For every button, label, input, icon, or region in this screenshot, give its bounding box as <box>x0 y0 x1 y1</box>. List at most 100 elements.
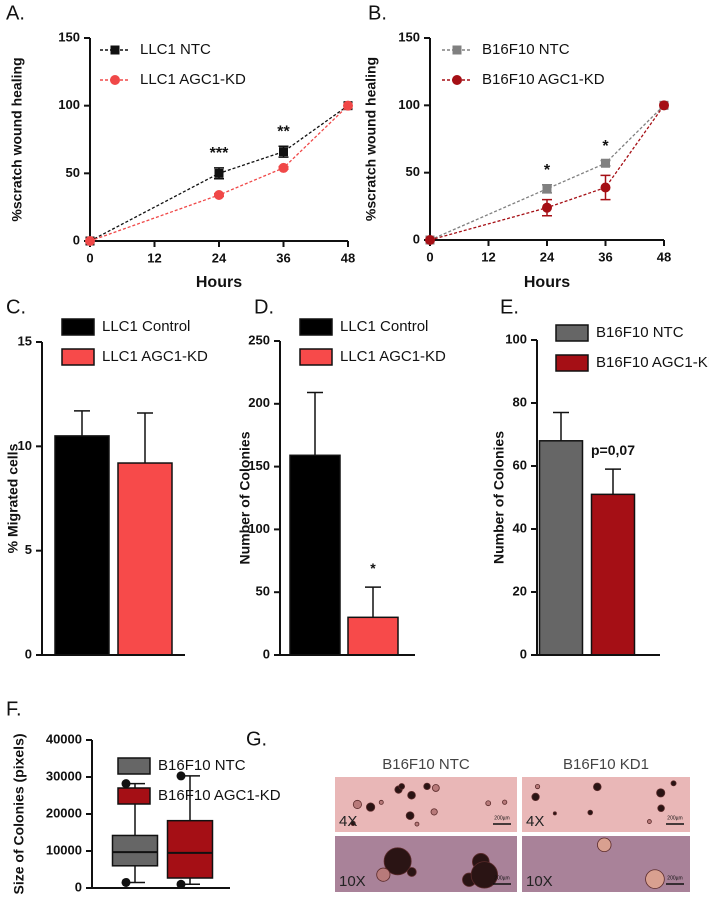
colony <box>352 799 362 809</box>
y-axis-label: %scratch wound healing <box>9 57 25 221</box>
legend-label: LLC1 AGC1-KD <box>140 71 246 88</box>
y-tick-label: 0 <box>263 646 270 661</box>
legend-swatch <box>117 787 151 805</box>
legend-label: B16F10 AGC1-KD <box>596 354 709 371</box>
x-tick-label: 48 <box>341 250 355 265</box>
bar <box>538 440 584 656</box>
y-tick-label: 100 <box>248 521 270 536</box>
annotation: p=0,07 <box>591 442 635 458</box>
box <box>111 834 159 867</box>
bar <box>289 454 341 656</box>
legend-label: LLC1 Control <box>102 318 190 335</box>
colony <box>657 804 665 812</box>
magnification: 10X <box>339 873 366 890</box>
x-tick-label: 0 <box>86 250 93 265</box>
legend-marker <box>452 75 462 85</box>
panel-label: F. <box>6 698 22 720</box>
significance: * <box>544 162 551 179</box>
y-tick-label: 0 <box>75 879 82 894</box>
colony <box>470 861 499 889</box>
y-axis-label: % Migrated cells <box>5 443 21 553</box>
y-axis-label: Number of Colonies <box>237 431 253 564</box>
scale-bar-label: 200µm <box>667 815 682 821</box>
error-bar <box>74 410 90 436</box>
colony <box>378 799 384 805</box>
legend-label: LLC1 Control <box>340 318 428 335</box>
panel-label: G. <box>246 728 267 750</box>
data-point <box>279 147 288 157</box>
y-tick-label: 50 <box>256 584 270 599</box>
colony <box>656 788 666 798</box>
colony <box>531 792 540 802</box>
y-tick-label: 10000 <box>46 842 82 857</box>
legend-marker <box>110 75 120 85</box>
y-tick-label: 40000 <box>46 731 82 746</box>
legend-marker <box>452 45 462 55</box>
legend-label: B16F10 AGC1-KD <box>482 71 605 88</box>
y-tick-label: 0 <box>413 231 420 246</box>
data-point <box>601 158 610 168</box>
magnification: 4X <box>339 813 357 830</box>
magnification: 4X <box>526 813 544 830</box>
column-title: B16F10 KD1 <box>563 756 649 773</box>
y-tick-label: 20000 <box>46 805 82 820</box>
colony <box>587 809 594 816</box>
panel-label: E. <box>500 296 519 318</box>
series-line <box>89 105 349 242</box>
bar <box>590 493 636 656</box>
legend-swatch <box>299 348 333 366</box>
x-tick-label: 0 <box>426 249 433 264</box>
max-point <box>121 779 131 789</box>
colony <box>423 782 431 791</box>
panel-label: B. <box>368 2 387 24</box>
y-tick-label: 5 <box>25 542 32 557</box>
colony <box>406 867 417 877</box>
colony <box>350 820 356 826</box>
x-axis-label: Hours <box>524 274 570 291</box>
legend-label: B16F10 AGC1-KD <box>158 787 281 804</box>
y-tick-label: 10 <box>18 438 32 453</box>
colony <box>502 799 508 805</box>
legend-label: B16F10 NTC <box>482 41 570 58</box>
series-line <box>429 104 665 241</box>
data-point <box>600 182 611 193</box>
error-bar <box>307 391 323 456</box>
data-point <box>542 184 552 194</box>
colony <box>646 819 652 824</box>
legend-swatch <box>555 324 589 342</box>
scale-bar-label: 200µm <box>667 875 682 881</box>
min-point <box>121 877 131 887</box>
y-axis-label: Number of Colonies <box>491 431 507 564</box>
legend-label: B16F10 NTC <box>596 324 684 341</box>
annotation: * <box>370 560 376 576</box>
min-point <box>176 879 186 889</box>
significance: *** <box>210 145 229 162</box>
colony <box>534 783 541 790</box>
colony <box>383 847 412 876</box>
magnification: 10X <box>526 873 553 890</box>
y-tick-label: 80 <box>513 394 527 409</box>
colony <box>552 811 557 816</box>
y-tick-label: 15 <box>18 333 32 348</box>
legend-label: LLC1 NTC <box>140 41 211 58</box>
y-tick-label: 30000 <box>46 768 82 783</box>
y-tick-label: 20 <box>513 583 527 598</box>
data-point <box>214 168 224 178</box>
colony <box>593 782 602 792</box>
y-tick-label: 60 <box>513 457 527 472</box>
legend-label: LLC1 AGC1-KD <box>102 348 208 365</box>
legend-marker <box>110 45 120 55</box>
legend-swatch <box>555 354 589 372</box>
y-tick-label: 150 <box>58 29 80 44</box>
x-tick-label: 24 <box>212 250 227 265</box>
scale-bar-label: 200µm <box>494 815 509 821</box>
data-point <box>278 162 289 173</box>
y-tick-label: 200 <box>248 395 270 410</box>
legend-swatch <box>117 757 151 775</box>
colony <box>366 802 376 812</box>
colony <box>405 811 415 820</box>
error-bar <box>553 411 569 441</box>
y-tick-label: 250 <box>248 332 270 347</box>
data-point <box>542 202 552 213</box>
